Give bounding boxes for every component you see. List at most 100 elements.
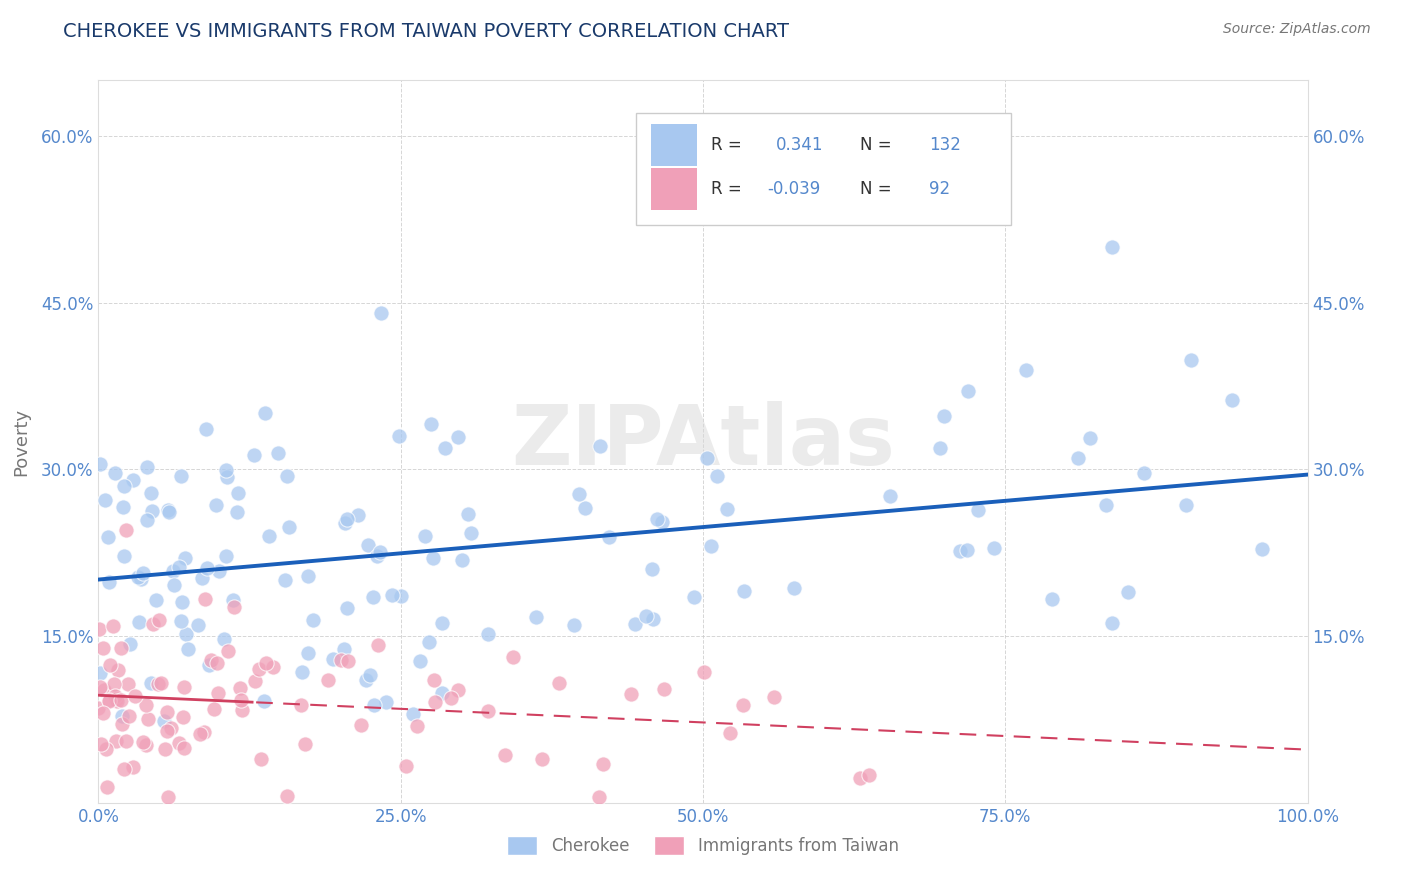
Point xyxy=(731,698,754,712)
Point xyxy=(645,511,668,525)
Point xyxy=(290,698,312,713)
Point xyxy=(222,593,245,607)
Point xyxy=(111,716,134,731)
Point xyxy=(212,632,235,647)
Text: R =: R = xyxy=(711,179,742,198)
Point xyxy=(433,442,456,456)
Point xyxy=(928,441,950,455)
Point xyxy=(402,707,425,722)
Point xyxy=(112,549,135,563)
Point xyxy=(208,564,231,578)
Point xyxy=(322,652,344,666)
Point xyxy=(124,690,146,704)
Point xyxy=(146,676,169,690)
Point xyxy=(588,790,610,805)
Point xyxy=(107,663,129,677)
Point xyxy=(370,306,392,320)
Point xyxy=(388,429,411,443)
Point xyxy=(142,616,165,631)
Point xyxy=(136,712,159,726)
Text: 92: 92 xyxy=(929,179,950,198)
Point xyxy=(1101,615,1123,630)
Point xyxy=(359,668,381,682)
Point xyxy=(173,681,195,695)
Point xyxy=(104,692,127,706)
Y-axis label: Poverty: Poverty xyxy=(11,408,30,475)
Point xyxy=(149,676,172,690)
Point xyxy=(430,616,453,631)
Point xyxy=(173,741,195,756)
Point xyxy=(111,709,134,723)
Point xyxy=(249,662,271,676)
Point xyxy=(422,551,444,566)
Point xyxy=(160,722,183,736)
Point xyxy=(193,725,215,739)
Point xyxy=(333,516,356,530)
Point xyxy=(195,561,218,575)
Point xyxy=(1180,352,1202,367)
Point xyxy=(202,702,225,716)
FancyBboxPatch shape xyxy=(651,168,697,210)
Point xyxy=(132,734,155,748)
Point xyxy=(366,549,388,563)
Point xyxy=(176,642,198,657)
FancyBboxPatch shape xyxy=(651,124,697,166)
Point xyxy=(139,676,162,690)
Point xyxy=(174,551,197,566)
Point xyxy=(145,593,167,607)
Point xyxy=(205,498,228,512)
Point xyxy=(333,642,356,657)
Point xyxy=(405,719,427,733)
Point xyxy=(134,698,156,713)
Point xyxy=(1251,542,1274,557)
Point xyxy=(94,493,117,508)
Point xyxy=(226,485,249,500)
Point xyxy=(141,504,163,518)
Point xyxy=(157,502,180,516)
Point xyxy=(127,569,149,583)
Point xyxy=(228,681,250,696)
Text: 132: 132 xyxy=(929,136,960,154)
Point xyxy=(425,695,447,709)
Point xyxy=(89,457,111,471)
Point xyxy=(354,673,377,687)
Point xyxy=(848,771,870,785)
Point xyxy=(932,409,955,423)
Point xyxy=(101,619,124,633)
Point xyxy=(254,657,277,671)
Point xyxy=(389,589,412,603)
Point xyxy=(215,549,238,563)
Point xyxy=(589,439,612,453)
Point xyxy=(568,487,591,501)
Point xyxy=(153,714,176,728)
Point xyxy=(128,615,150,629)
Point xyxy=(357,538,380,552)
Point xyxy=(1015,363,1038,377)
Point xyxy=(423,673,446,687)
Point xyxy=(762,690,785,704)
Point xyxy=(858,768,880,782)
Point xyxy=(225,505,247,519)
Point xyxy=(477,627,499,641)
Point xyxy=(110,693,132,707)
Text: ZIPAtlas: ZIPAtlas xyxy=(510,401,896,482)
Point xyxy=(381,588,404,602)
Point xyxy=(136,513,159,527)
Point xyxy=(374,695,396,709)
Point xyxy=(169,560,191,574)
Point xyxy=(530,752,553,766)
Point xyxy=(100,657,122,672)
Point xyxy=(89,665,111,680)
Point xyxy=(949,543,972,558)
Point xyxy=(1174,498,1197,512)
Text: N =: N = xyxy=(860,136,891,154)
Point xyxy=(98,693,121,707)
Point xyxy=(966,503,988,517)
Point xyxy=(699,540,721,554)
Point xyxy=(121,760,143,774)
Point xyxy=(87,701,110,715)
Point xyxy=(337,654,360,668)
Point xyxy=(302,613,325,627)
Point xyxy=(104,466,127,480)
Point xyxy=(291,665,314,679)
